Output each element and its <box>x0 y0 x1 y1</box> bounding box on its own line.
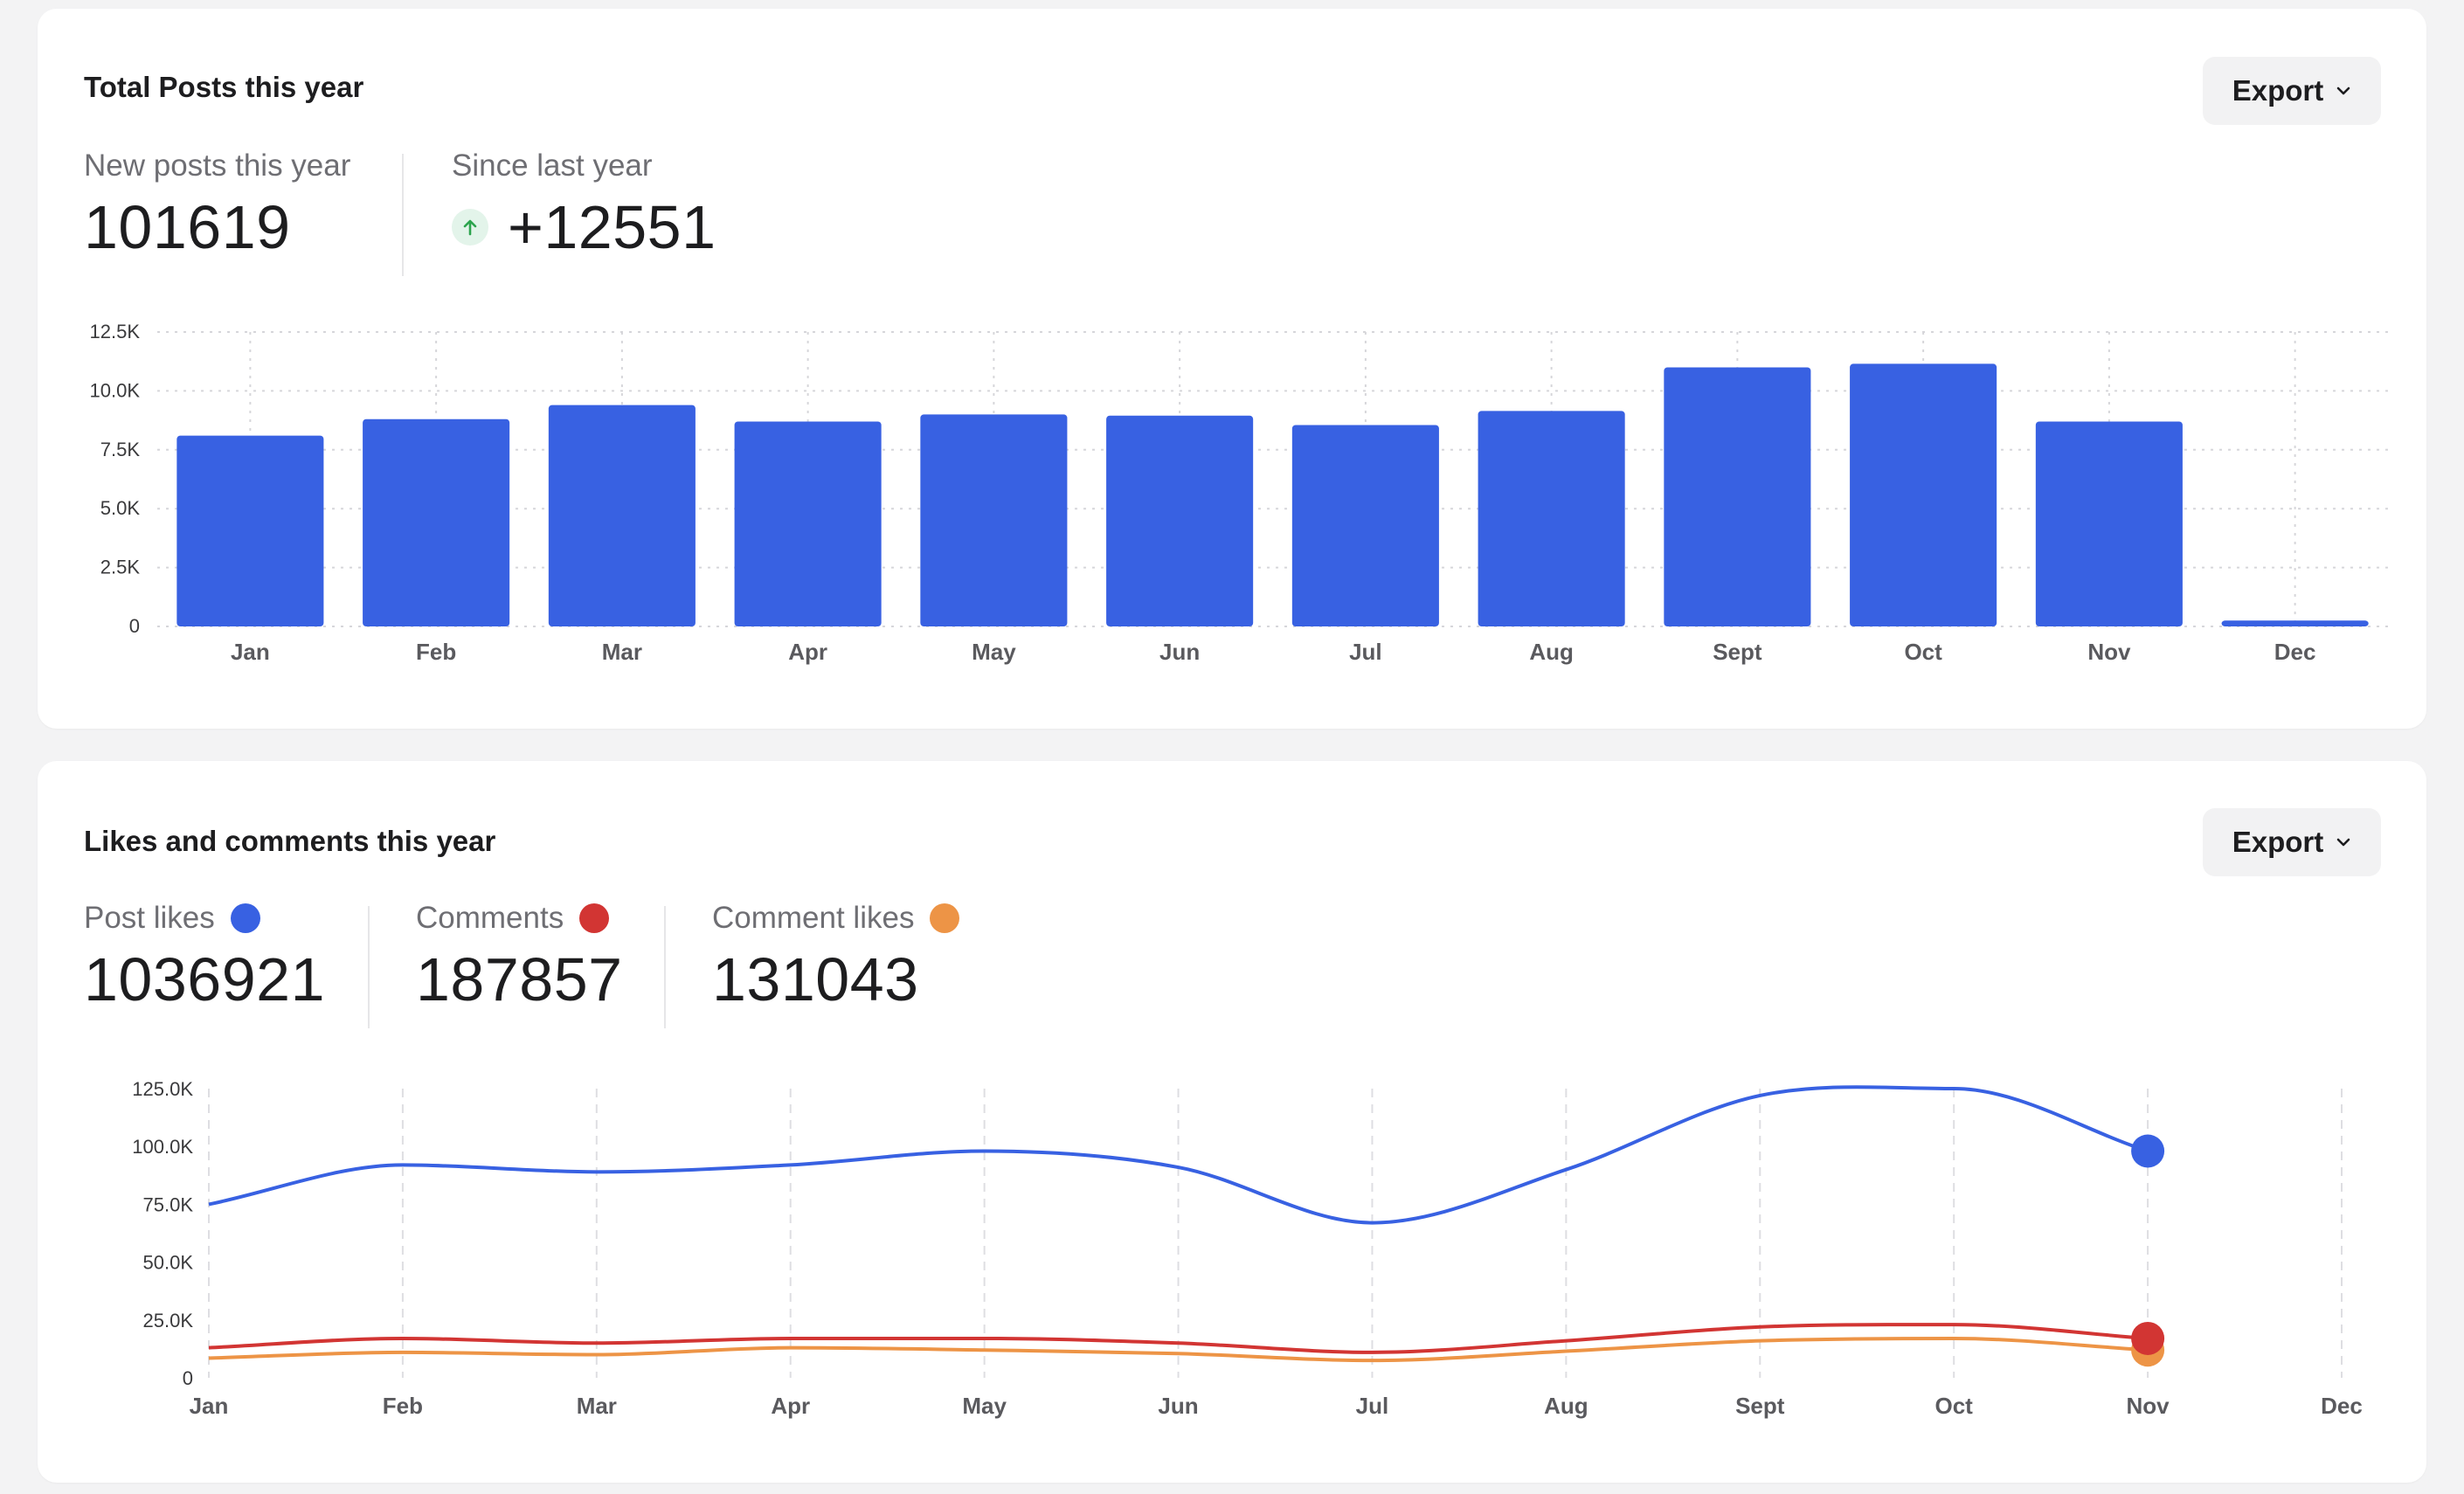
x-tick-label: Jun <box>1159 639 1200 665</box>
y-tick-label: 100.0K <box>132 1136 193 1158</box>
x-tick-label: Mar <box>577 1393 617 1419</box>
new-posts-value: 101619 <box>84 193 291 261</box>
stat-divider <box>368 906 370 1028</box>
bar-feb <box>363 418 510 626</box>
x-tick-label: May <box>972 639 1016 665</box>
likes-comments-card: Likes and comments this year Export Post… <box>38 761 2426 1483</box>
x-tick-label: Sept <box>1735 1393 1785 1419</box>
export-button[interactable]: Export <box>2203 808 2381 876</box>
x-tick-label: Jun <box>1158 1393 1198 1419</box>
post-likes-value: 1036921 <box>84 945 326 1013</box>
stat-divider <box>664 906 666 1028</box>
likes-line-chart: 0 25.0K 50.0K 75.0K 100.0K 125.0K Jan Feb Mar Apr… <box>132 1078 2363 1419</box>
bar-jul <box>1291 425 1439 626</box>
x-tick-label: Dec <box>2274 639 2316 665</box>
x-tick-label: May <box>962 1393 1007 1419</box>
bar-mar <box>548 405 696 626</box>
post-likes-stat: Post likes 1036921 <box>84 901 325 1014</box>
comment-likes-line <box>208 1336 2149 1363</box>
y-tick-label: 2.5K <box>100 557 141 578</box>
x-tick-label: Mar <box>602 639 642 665</box>
new-posts-label: New posts this year <box>84 149 351 183</box>
export-label: Export <box>2232 74 2324 107</box>
bar-jan <box>176 435 324 626</box>
since-last-year-stat: Since last year +12551 <box>452 149 716 262</box>
bar-oct <box>1850 363 1997 626</box>
export-button[interactable]: Export <box>2203 57 2381 125</box>
y-tick-label: 25.0K <box>143 1310 194 1331</box>
x-tick-label: Feb <box>416 639 456 665</box>
total-posts-card: Total Posts this year Export New posts t… <box>38 9 2426 729</box>
bar-apr <box>734 421 882 626</box>
comments-value: 187857 <box>416 945 623 1013</box>
stat-divider <box>402 154 404 276</box>
y-tick-label: 7.5K <box>100 439 141 460</box>
comments-label: Comments <box>416 901 564 935</box>
bar-may <box>920 414 1068 626</box>
x-tick-label: Jul <box>1349 639 1382 665</box>
y-tick-label: 75.0K <box>143 1193 194 1215</box>
post-likes-endpoint <box>2131 1134 2165 1168</box>
bar-sept <box>1664 367 1811 626</box>
comments-dot-icon <box>579 903 610 933</box>
export-label: Export <box>2232 826 2324 858</box>
bar-nov <box>2035 421 2183 626</box>
new-posts-stat: New posts this year 101619 <box>84 149 350 262</box>
comment-likes-dot-icon <box>930 903 960 933</box>
post-likes-line <box>208 1085 2149 1225</box>
chevron-down-icon <box>2336 86 2350 95</box>
x-tick-label: Oct <box>1935 1393 1974 1419</box>
comments-endpoint <box>2131 1321 2165 1355</box>
x-tick-label: Nov <box>2087 639 2131 665</box>
card-title: Total Posts this year <box>84 71 364 103</box>
x-tick-label: Dec <box>2321 1393 2363 1419</box>
x-tick-label: Oct <box>1904 639 1942 665</box>
bar-dec <box>2221 620 2369 626</box>
x-tick-label: Jul <box>1356 1393 1389 1419</box>
chevron-down-icon <box>2336 838 2350 847</box>
post-likes-dot-icon <box>230 903 260 933</box>
comment-likes-stat: Comment likes 131043 <box>712 901 960 1014</box>
since-last-year-label: Since last year <box>452 149 653 183</box>
bar-jun <box>1106 415 1254 626</box>
x-tick-label: Apr <box>788 639 827 665</box>
bar-aug <box>1478 411 1625 626</box>
y-tick-label: 0 <box>183 1367 193 1389</box>
x-tick-label: Aug <box>1544 1393 1588 1419</box>
x-tick-label: Sept <box>1713 639 1762 665</box>
posts-bar-chart: 0 2.5K 5.0K 7.5K 10.0K 12.5K Jan Feb Mar Apr May Ju… <box>90 321 2388 665</box>
y-tick-label: 50.0K <box>143 1252 194 1274</box>
y-tick-label: 5.0K <box>100 497 141 519</box>
comments-stat: Comments 187857 <box>416 901 623 1014</box>
x-tick-label: Nov <box>2127 1393 2170 1419</box>
arrow-up-icon <box>452 209 488 246</box>
comment-likes-value: 131043 <box>712 945 919 1013</box>
x-tick-label: Apr <box>771 1393 810 1419</box>
y-tick-label: 12.5K <box>90 321 141 342</box>
y-tick-label: 125.0K <box>132 1078 193 1100</box>
x-tick-label: Jan <box>190 1393 229 1419</box>
comment-likes-label: Comment likes <box>712 901 915 935</box>
card-title: Likes and comments this year <box>84 825 496 857</box>
y-tick-label: 0 <box>129 615 140 637</box>
comments-line <box>208 1323 2149 1354</box>
x-tick-label: Aug <box>1529 639 1574 665</box>
since-last-year-value: +12551 <box>508 193 716 261</box>
x-tick-label: Feb <box>383 1393 423 1419</box>
y-tick-label: 10.0K <box>90 379 141 401</box>
x-tick-label: Jan <box>231 639 270 665</box>
post-likes-label: Post likes <box>84 901 215 935</box>
